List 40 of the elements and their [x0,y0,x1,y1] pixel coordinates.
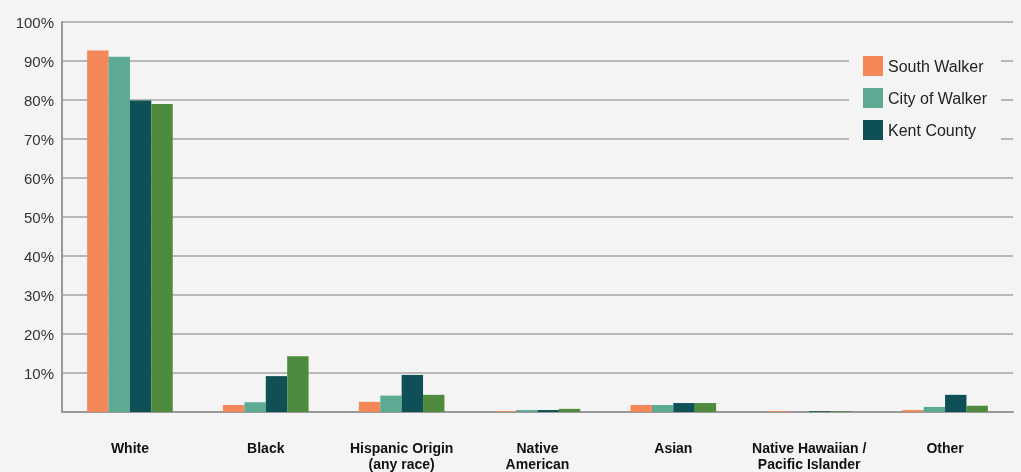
x-tick-label: Other [926,440,965,456]
bar [651,404,674,412]
bar [694,403,717,412]
bar [401,374,424,412]
y-tick-label: 70% [23,130,54,148]
bar [673,403,695,412]
bar [923,406,946,412]
bar [129,100,152,412]
y-tick-label: 90% [23,52,54,70]
x-tick-label: Black [247,440,285,456]
x-tick-label: Native Hawaiian / Pacific Islander [752,440,867,472]
bar [380,395,402,412]
x-tick-label: Native American [505,440,570,472]
y-tick-label: 40% [23,247,54,265]
y-tick-label: 30% [23,286,54,304]
bar [558,408,581,412]
bar [87,50,109,412]
x-tick-label: Hispanic Origin (any race) [349,440,454,472]
bar [244,402,266,412]
bar [222,404,245,412]
bar [945,394,967,412]
y-tick-label: 100% [15,13,54,31]
x-tick-label: Asian [654,440,693,456]
y-tick-label: 50% [23,208,54,226]
bar [265,376,288,412]
bar [630,404,652,412]
bar [423,394,445,412]
y-tick-label: 20% [23,325,54,343]
legend-label: Kent County [888,121,977,139]
y-tick-label: 80% [23,91,54,109]
legend-label: South Walker [888,57,985,75]
y-tick-label: 60% [23,169,54,187]
legend-label: City of Walker [888,89,988,107]
y-tick-label: 10% [23,364,54,382]
bar [108,56,130,412]
bar [358,401,381,412]
bar [287,356,309,412]
bar [151,103,173,412]
x-tick-label: White [110,440,150,456]
bar [966,405,988,412]
